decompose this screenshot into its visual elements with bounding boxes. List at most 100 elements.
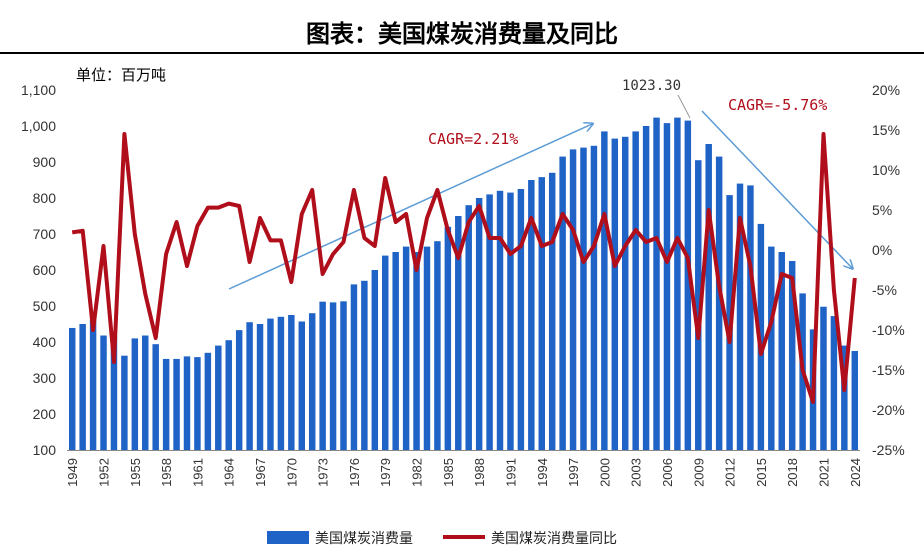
- bar-1956: [142, 335, 149, 450]
- bar-1967: [256, 324, 264, 450]
- right-tick-label: 0%: [872, 242, 892, 258]
- bar-1974: [329, 302, 337, 450]
- bar-1973: [319, 301, 326, 450]
- downtrend-arrow: [701, 110, 852, 268]
- bar-1961: [194, 357, 201, 450]
- x-tick-label: 1958: [159, 458, 174, 487]
- bar-2024: [851, 351, 859, 450]
- x-tick-label: 2009: [691, 458, 706, 487]
- bar-2002: [621, 136, 629, 451]
- x-tick-label: 2000: [597, 458, 612, 487]
- bar-1985: [444, 226, 452, 450]
- bar-1998: [580, 147, 587, 450]
- cagr-down-label: CAGR=-5.76%: [728, 96, 827, 114]
- bar-2004: [642, 126, 650, 450]
- left-tick-label: 700: [33, 226, 57, 242]
- bar-1949: [68, 327, 76, 450]
- bar-1993: [528, 180, 535, 450]
- left-tick-label: 600: [33, 262, 57, 278]
- uptrend-arrow: [228, 124, 592, 290]
- bar-1952: [100, 335, 107, 450]
- bar-1990: [496, 190, 504, 451]
- left-tick-label: 800: [33, 190, 57, 206]
- title-divider: [0, 52, 924, 54]
- x-tick-label: 1997: [566, 458, 581, 487]
- legend-bar-label: 美国煤炭消费量: [315, 531, 413, 547]
- bar-2017: [778, 252, 785, 450]
- legend: 美国煤炭消费量 美国煤炭消费量同比: [267, 531, 617, 547]
- bar-2018: [788, 261, 796, 450]
- bar-1962: [204, 352, 212, 450]
- bar-2008: [684, 120, 692, 450]
- right-axis: 20% 15% 10% 5% 0% -5% -10% -15% -20% -25%: [872, 82, 905, 458]
- x-tick-label: 1988: [472, 458, 487, 487]
- bar-2014: [747, 185, 754, 450]
- bar-1982: [413, 252, 420, 450]
- left-tick-label: 100: [33, 442, 57, 458]
- left-tick-label: 900: [33, 154, 57, 170]
- x-tick-label: 1985: [441, 458, 456, 487]
- bar-1966: [246, 322, 253, 450]
- right-tick-label: 10%: [872, 162, 900, 178]
- right-tick-label: -5%: [872, 282, 897, 298]
- bar-1991: [507, 192, 514, 450]
- unit-label: 单位：百万吨: [76, 66, 167, 84]
- right-tick-label: -25%: [872, 442, 905, 458]
- x-tick-label: 2003: [629, 458, 644, 487]
- x-tick-label: 1994: [535, 458, 550, 487]
- bar-1959: [173, 358, 180, 450]
- bar-1975: [340, 301, 347, 450]
- bar-1954: [121, 355, 128, 450]
- x-tick-label: 2012: [723, 458, 738, 487]
- right-tick-label: 5%: [872, 202, 892, 218]
- bar-1958: [162, 358, 170, 450]
- left-axis: 100 200 300 400 500 600 700 800 900 1,000 1,100: [21, 82, 56, 458]
- legend-line-label: 美国煤炭消费量同比: [491, 531, 617, 547]
- yoy-line: [71, 132, 857, 404]
- bar-1960: [183, 356, 191, 450]
- bar-1984: [434, 241, 441, 450]
- bar-1994: [538, 177, 545, 450]
- bar-1999: [590, 145, 598, 451]
- x-tick-label: 1949: [65, 458, 80, 487]
- bar-2023: [841, 345, 848, 450]
- x-tick-label: 2006: [660, 458, 675, 487]
- left-tick-label: 1,100: [21, 82, 56, 98]
- left-tick-label: 1,000: [21, 118, 56, 134]
- bar-1986: [455, 216, 462, 450]
- bar-1951: [89, 319, 97, 450]
- x-tick-label: 1976: [347, 458, 362, 487]
- bar-2000: [601, 131, 608, 450]
- bar-1957: [152, 344, 159, 450]
- bar-2009: [695, 160, 702, 450]
- x-tick-label: 1991: [503, 458, 518, 487]
- right-tick-label: 20%: [872, 82, 900, 98]
- bar-1992: [517, 189, 525, 450]
- x-tick-label: 1970: [284, 458, 299, 487]
- left-tick-label: 400: [33, 334, 57, 350]
- bar-2006: [663, 123, 671, 451]
- bar-1995: [548, 172, 556, 451]
- bar-2013: [736, 183, 744, 450]
- bar-2010: [705, 144, 712, 450]
- bar-2011: [715, 156, 723, 450]
- x-tick-label: 1982: [410, 458, 425, 487]
- bar-2003: [632, 131, 639, 450]
- right-tick-label: 15%: [872, 122, 900, 138]
- x-tick-label: 2024: [848, 458, 863, 487]
- bar-1977: [361, 280, 368, 450]
- bar-1983: [423, 246, 431, 450]
- x-tick-label: 1952: [97, 458, 112, 487]
- bar-1989: [486, 194, 493, 450]
- x-tick-label: 1961: [190, 458, 205, 487]
- bar-1965: [235, 330, 243, 450]
- bar-1964: [225, 340, 232, 450]
- x-tick-label: 1967: [253, 458, 268, 487]
- bar-1976: [350, 284, 358, 450]
- bar-1953: [110, 335, 118, 450]
- bar-1950: [79, 324, 86, 450]
- left-tick-label: 500: [33, 298, 57, 314]
- x-tick-label: 1979: [378, 458, 393, 487]
- bar-1972: [308, 313, 316, 450]
- bar-1997: [569, 149, 577, 450]
